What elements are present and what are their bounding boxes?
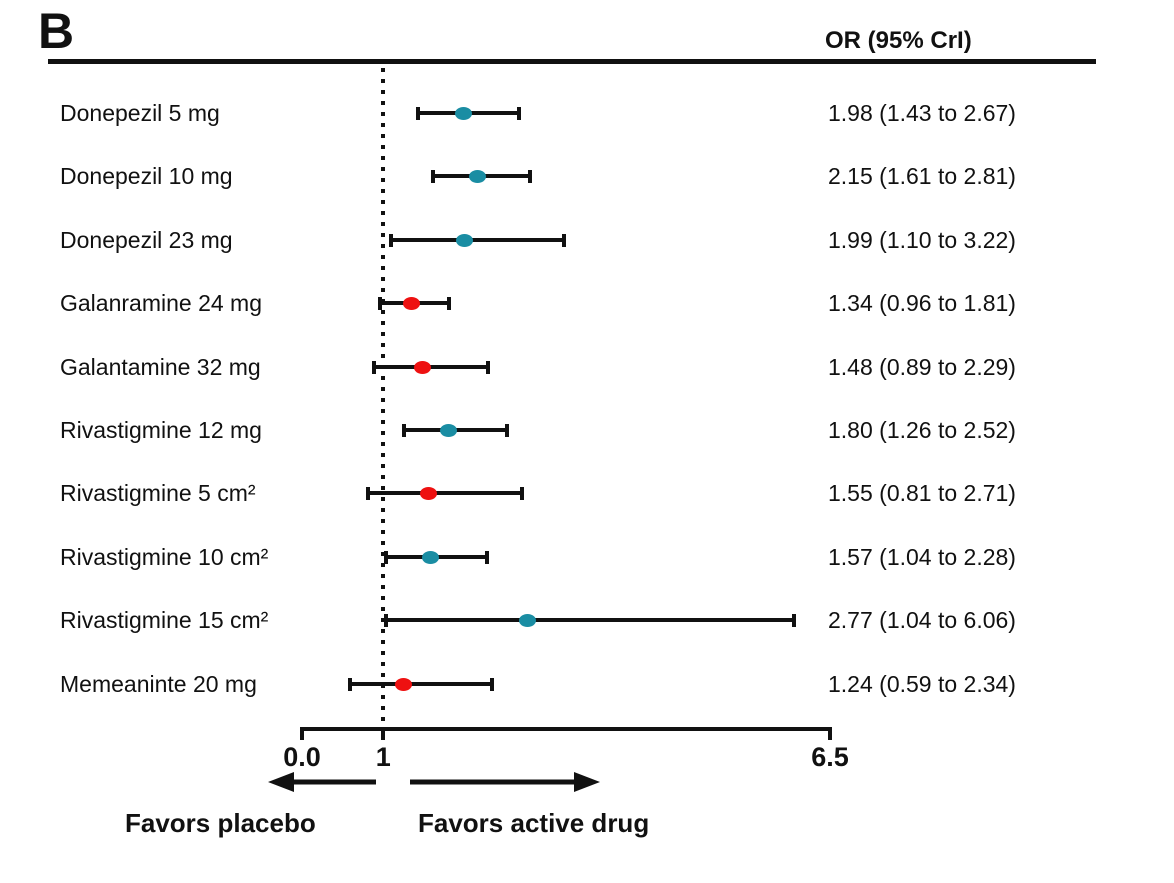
or-point	[402, 297, 420, 311]
panel-label: B	[38, 3, 76, 59]
x-axis-tick-label: 0.0	[283, 742, 321, 772]
row-label: Rivastigmine 5 cm²	[60, 480, 256, 507]
reference-line-dotted	[381, 68, 386, 728]
ci-line	[367, 491, 523, 496]
or-point	[454, 107, 472, 120]
ci-cap-high	[520, 487, 525, 501]
or-value: 1.98 (1.43 to 2.67)	[828, 100, 1016, 126]
ci-cap-high	[792, 614, 797, 628]
or-value: 1.34 (0.96 to 1.81)	[828, 290, 1016, 317]
ci-line	[391, 237, 564, 242]
ci-cap-low	[389, 233, 394, 247]
row-label: Donepezil 23 mg	[60, 226, 233, 253]
or-point	[421, 550, 439, 564]
ci-line	[349, 681, 493, 686]
favors-placebo-label: Favors placebo	[125, 808, 316, 838]
row-label: Galantamine 32 mg	[60, 353, 261, 380]
row-label: Rivastigmine 15 cm²	[60, 607, 269, 634]
or-point	[440, 424, 458, 437]
ci-cap-low	[384, 550, 389, 564]
or-value: 2.15 (1.61 to 2.81)	[828, 163, 1016, 190]
ci-cap-high	[528, 170, 533, 184]
ci-cap-low	[416, 107, 421, 120]
ci-cap-high	[486, 360, 491, 374]
ci-cap-low	[365, 487, 370, 501]
x-axis-tick-label: 1	[375, 742, 391, 772]
x-axis-line	[302, 727, 830, 731]
ci-cap-high	[516, 107, 521, 120]
ci-cap-high	[561, 233, 566, 247]
ci-cap-low	[384, 614, 389, 628]
row-label: Rivastigmine 10 cm²	[60, 543, 269, 570]
ci-cap-high	[490, 677, 495, 691]
ci-line	[386, 618, 795, 623]
or-point	[455, 233, 473, 247]
ci-cap-low	[372, 360, 377, 374]
or-point	[519, 614, 536, 628]
row-label: Galanramine 24 mg	[60, 290, 262, 317]
ci-cap-low	[430, 170, 435, 184]
or-value: 1.99 (1.10 to 3.22)	[828, 226, 1016, 253]
ci-cap-high	[447, 297, 452, 311]
x-axis-tick-label: 6.5	[811, 742, 849, 772]
or-value: 1.57 (1.04 to 2.28)	[828, 543, 1016, 570]
header-rule	[48, 59, 1096, 64]
or-value: 1.48 (0.89 to 2.29)	[828, 353, 1016, 380]
ci-cap-low	[347, 677, 352, 691]
or-column-header: OR (95% CrI)	[825, 27, 972, 54]
or-point	[414, 360, 432, 374]
ci-cap-high	[504, 424, 509, 437]
or-value: 1.80 (1.26 to 2.52)	[828, 417, 1016, 443]
row-label: Donepezil 10 mg	[60, 163, 233, 190]
x-axis-tick-mark	[381, 727, 386, 740]
x-axis-tick-mark	[300, 727, 304, 740]
ci-cap-high	[485, 550, 490, 564]
or-point	[468, 170, 486, 184]
ci-cap-low	[377, 297, 382, 311]
ci-cap-low	[402, 424, 407, 437]
or-point	[419, 487, 437, 501]
or-value: 1.24 (0.59 to 2.34)	[828, 670, 1016, 697]
row-label: Memeaninte 20 mg	[60, 670, 257, 697]
ci-line	[374, 364, 488, 369]
x-axis-tick-mark	[828, 727, 832, 740]
or-value: 2.77 (1.04 to 6.06)	[828, 607, 1016, 634]
or-point	[394, 677, 412, 691]
row-label: Donepezil 5 mg	[60, 100, 220, 126]
row-label: Rivastigmine 12 mg	[60, 417, 262, 443]
favors-active-arrow-icon	[410, 772, 600, 792]
favors-placebo-arrow-icon	[268, 772, 376, 792]
or-value: 1.55 (0.81 to 2.71)	[828, 480, 1016, 507]
favors-active-drug-label: Favors active drug	[418, 808, 650, 838]
